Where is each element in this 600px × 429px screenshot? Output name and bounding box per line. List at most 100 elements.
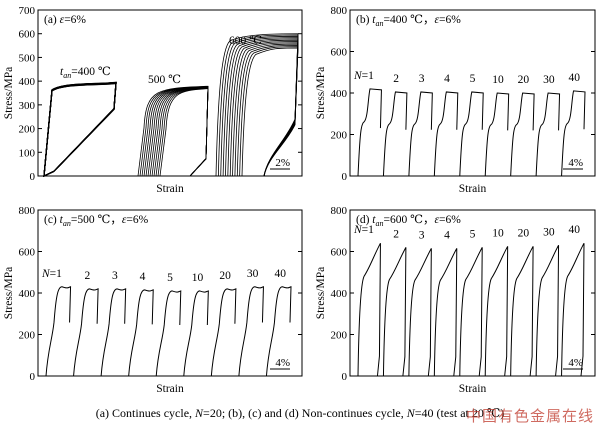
- x-axis-label: Strain: [156, 383, 184, 395]
- hysteresis-loop: [159, 88, 209, 177]
- panel-title: (c) tan=500 ℃，ε=6%: [44, 214, 149, 228]
- y-tick-label: 500: [19, 52, 36, 64]
- hysteresis-loop: [217, 34, 299, 177]
- cycle-label: 3: [419, 73, 425, 85]
- cycle-label: 3: [112, 270, 118, 282]
- stress-strain-curve: [459, 247, 483, 377]
- hysteresis-loop: [43, 81, 117, 177]
- series-label-500: 500 ℃: [148, 74, 181, 86]
- chart-panel-a: 0 100 200 300 400 500 600 700 Stress/MPa Strain (a…: [3, 5, 303, 195]
- scale-bar-label: 2%: [275, 157, 290, 169]
- stress-strain-curve: [238, 286, 264, 377]
- stress-strain-curve: [408, 91, 433, 177]
- stress-strain-curve: [382, 247, 407, 377]
- cycle-curve-7: 20: [510, 227, 534, 377]
- y-tick-label: 300: [19, 100, 36, 112]
- series-label-400: tan=400 ℃: [60, 66, 111, 80]
- hysteresis-loop: [43, 82, 117, 177]
- stress-strain-curve: [265, 286, 292, 377]
- stress-strain-curve: [73, 288, 99, 377]
- y-axis-label: Stress/MPa: [3, 267, 15, 319]
- cycle-label: 4: [444, 229, 450, 241]
- stress-strain-curve: [357, 88, 382, 177]
- cycle-curve-3: 3: [408, 73, 433, 177]
- stress-strain-curve: [484, 246, 509, 377]
- cycle-curve-4: 4: [433, 73, 459, 177]
- cycle-curve-5: 5: [459, 228, 483, 377]
- cycle-label: 4: [140, 271, 146, 283]
- y-tick-label: 0: [30, 371, 36, 383]
- y-axis-label: Stress/MPa: [3, 67, 15, 119]
- y-tick-label: 400: [331, 88, 348, 100]
- stress-strain-curve: [155, 290, 182, 377]
- stress-strain-curve: [484, 92, 510, 177]
- cycle-curve-8: 30: [238, 268, 264, 377]
- y-tick-label: 700: [19, 5, 36, 17]
- cycle-curve-6: 10: [183, 272, 209, 377]
- y-tick-label: 400: [19, 76, 36, 88]
- y-tick-label: 600: [19, 29, 36, 41]
- panel-title: (d) tan=600 ℃，ε=6%: [356, 214, 461, 228]
- y-tick-label: 400: [331, 288, 348, 300]
- cycle-curve-3: 3: [100, 270, 127, 377]
- stress-strain-curve: [100, 288, 127, 377]
- cycle-curve-3: 3: [408, 229, 432, 377]
- y-tick-label: 600: [19, 247, 36, 259]
- hysteresis-loop: [43, 81, 117, 177]
- y-tick-label: 200: [19, 124, 36, 136]
- cycle-label: 3: [419, 229, 425, 241]
- cycle-label: 30: [247, 268, 259, 280]
- cycle-curve-8: 30: [535, 226, 560, 377]
- x-axis-label: Strain: [156, 183, 184, 195]
- cycle-label: 10: [192, 272, 204, 284]
- plot-frame: [37, 9, 303, 177]
- y-tick-label: 400: [19, 288, 36, 300]
- stress-strain-curve: [535, 92, 561, 177]
- hysteresis-loop: [43, 82, 117, 177]
- hysteresis-loop: [43, 82, 117, 177]
- series-label-600: 600 ℃: [229, 35, 262, 47]
- figure-caption: (a) Continues cycle, N=20; (b), (c) and …: [95, 406, 505, 420]
- hysteresis-loop: [43, 81, 117, 177]
- cycle-curve-4: 4: [128, 271, 154, 377]
- y-tick-label: 0: [30, 171, 36, 183]
- cycle-label: 2: [393, 228, 399, 240]
- cycle-curve-8: 30: [535, 74, 561, 177]
- stress-strain-curve: [510, 246, 534, 377]
- hysteresis-loop: [241, 47, 299, 177]
- cycle-label: 2: [84, 270, 90, 282]
- chart-panel-b: 0 200 400 600 800 Stress/MPa Strain (b) tan=400…: [315, 5, 596, 195]
- scale-bar-label: 4%: [568, 357, 583, 369]
- stress-strain-curve: [561, 242, 585, 377]
- y-tick-label: 600: [331, 247, 348, 259]
- cycle-label: 40: [569, 72, 581, 84]
- x-axis-label: Strain: [459, 383, 487, 395]
- cycle-label: 5: [470, 228, 476, 240]
- hysteresis-loop: [43, 82, 117, 177]
- y-tick-label: 800: [19, 205, 36, 217]
- chart-panel-d: 0 200 400 600 800 Stress/MPa Strain (d) tan=600…: [315, 205, 596, 395]
- cycle-curve-7: 20: [210, 270, 237, 377]
- cycle-label: N=1: [41, 268, 62, 280]
- hysteresis-loop: [43, 82, 117, 177]
- hysteresis-loop: [43, 82, 117, 177]
- hysteresis-loop: [151, 87, 209, 177]
- hysteresis-loop: [147, 86, 209, 177]
- y-tick-label: 800: [331, 205, 348, 217]
- stress-strain-curve: [459, 91, 484, 177]
- panel-title: (b) tan=400 ℃，ε=6%: [356, 14, 461, 28]
- hysteresis-loop: [43, 81, 117, 177]
- panel-title: (a) ε=6%: [44, 14, 86, 26]
- cycle-curve-9: 40: [561, 72, 586, 177]
- cycle-curve-5: 5: [155, 272, 182, 377]
- stress-strain-curve: [210, 288, 237, 377]
- cycle-label: 5: [167, 272, 173, 284]
- chart-panel-c: 0 200 400 600 800 Stress/MPa Strain (c) tan=500…: [3, 205, 303, 395]
- cycle-label: 20: [518, 74, 530, 86]
- series-group: [137, 85, 209, 177]
- stress-strain-curve: [382, 91, 408, 177]
- cycle-label: N=1: [353, 70, 374, 82]
- cycle-curve-1: N=1: [41, 268, 72, 377]
- cycle-curve-6: 10: [484, 74, 510, 177]
- cycle-label: 20: [219, 270, 231, 282]
